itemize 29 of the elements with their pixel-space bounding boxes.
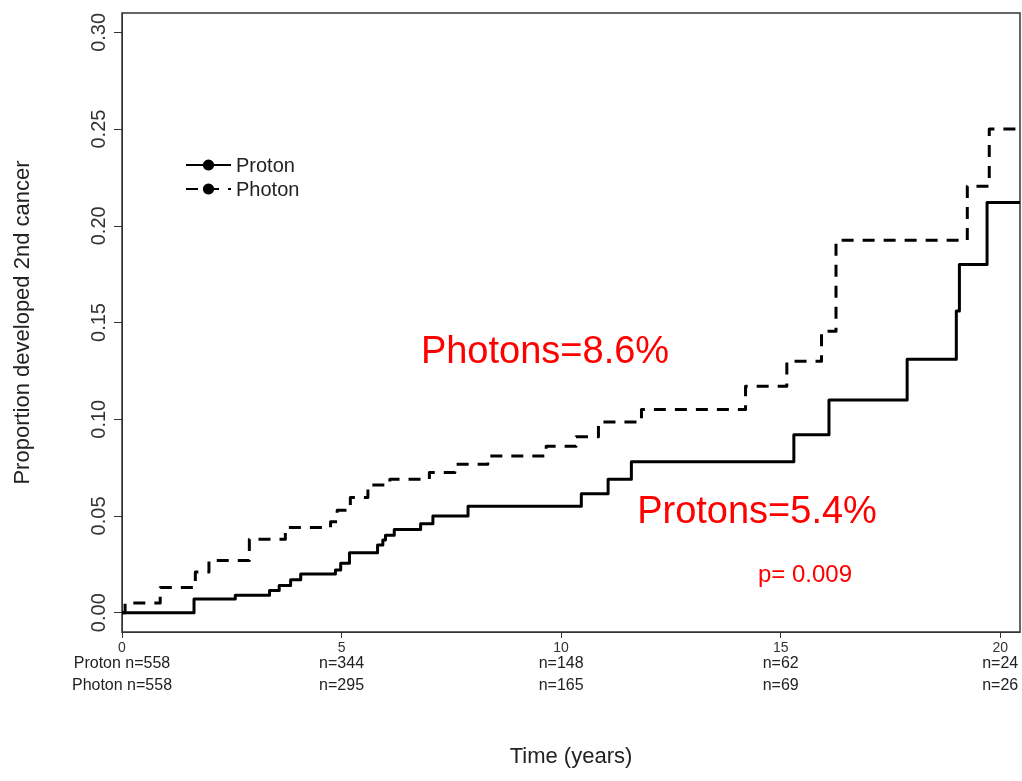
legend-label: Proton	[236, 154, 295, 176]
y-axis-title: Proportion developed 2nd cancer	[8, 160, 34, 485]
y-tick-label: 0.15	[87, 303, 109, 342]
y-tick-label: 0.25	[87, 109, 109, 149]
text: n=165	[538, 675, 584, 693]
x-tick-label: 15	[772, 639, 789, 655]
text: Proton n=558	[73, 653, 171, 671]
y-tick-label: 0.00	[87, 593, 109, 633]
text: n=148	[538, 653, 584, 671]
text: Photon n=558	[71, 675, 173, 693]
x-axis-title: Time (years)	[509, 742, 633, 768]
x-tick-label: 20	[992, 639, 1009, 655]
annotation: Protons=5.4%	[637, 489, 877, 531]
annotation: Photons=8.6%	[420, 329, 670, 371]
x-tick-label: 10	[553, 639, 570, 655]
y-tick-label: 0.10	[87, 399, 109, 439]
text: n=69	[762, 675, 799, 693]
y-tick-label: 0.20	[87, 206, 109, 246]
x-tick-label: 5	[337, 639, 346, 655]
text: n=26	[982, 675, 1019, 693]
text: n=344	[319, 653, 365, 671]
y-tick-label: 0.05	[87, 496, 109, 536]
annotation: p= 0.009	[757, 559, 853, 587]
x-tick-label: 0	[118, 639, 127, 655]
legend-label: Photon	[236, 178, 300, 200]
text: n=295	[319, 675, 365, 693]
text: n=24	[982, 653, 1019, 671]
text: n=62	[762, 653, 799, 671]
y-tick-label: 0.30	[87, 12, 109, 52]
